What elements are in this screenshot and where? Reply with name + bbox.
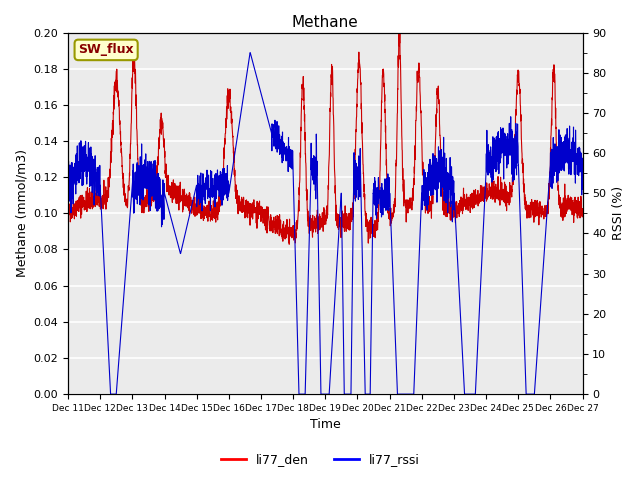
Text: SW_flux: SW_flux (78, 43, 134, 57)
X-axis label: Time: Time (310, 419, 340, 432)
Y-axis label: Methane (mmol/m3): Methane (mmol/m3) (15, 149, 28, 277)
Y-axis label: RSSI (%): RSSI (%) (612, 186, 625, 240)
Legend: li77_den, li77_rssi: li77_den, li77_rssi (216, 448, 424, 471)
Title: Methane: Methane (292, 15, 358, 30)
